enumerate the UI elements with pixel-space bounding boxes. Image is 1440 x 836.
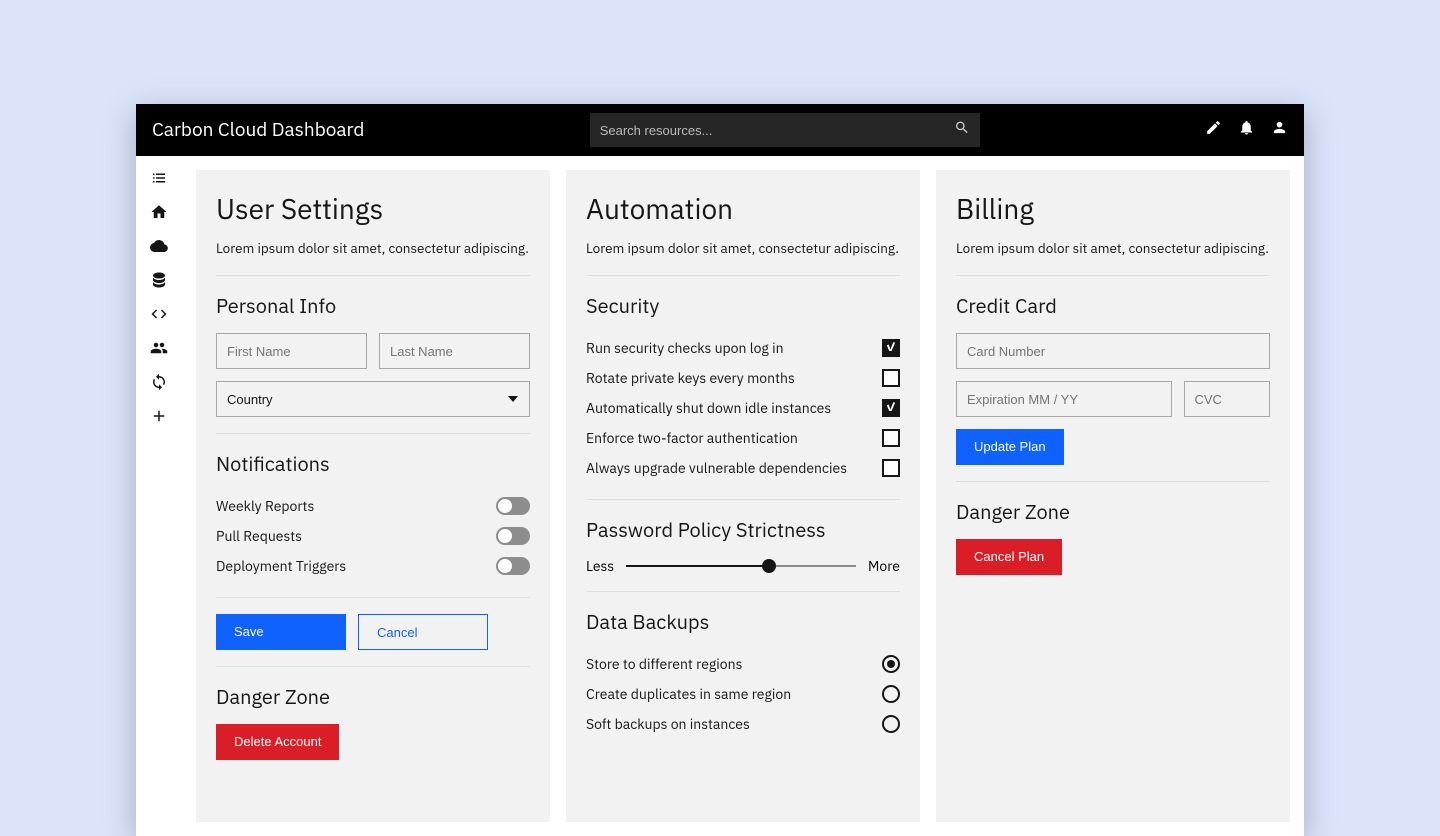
weekly-reports-toggle[interactable] xyxy=(496,497,530,515)
notifications-heading: Notifications xyxy=(216,450,530,477)
card-number-input[interactable] xyxy=(956,333,1270,369)
deployment-triggers-toggle[interactable] xyxy=(496,557,530,575)
sidebar-item-code[interactable] xyxy=(149,304,169,324)
security-row: Run security checks upon log in xyxy=(586,333,900,363)
security-label: Always upgrade vulnerable dependencies xyxy=(586,459,847,477)
backup-row: Store to different regions xyxy=(586,649,900,679)
security-row: Automatically shut down idle instances xyxy=(586,393,900,423)
user-icon[interactable] xyxy=(1271,119,1288,141)
search-input[interactable] xyxy=(590,113,980,147)
security-label: Enforce two-factor authentication xyxy=(586,429,798,447)
slider-min-label: Less xyxy=(586,557,614,575)
topbar-actions xyxy=(1205,119,1288,141)
sidebar-item-home[interactable] xyxy=(149,202,169,222)
search-icon[interactable] xyxy=(954,120,970,141)
pull-requests-toggle[interactable] xyxy=(496,527,530,545)
expiration-input[interactable] xyxy=(956,381,1172,417)
backup-radio-1[interactable] xyxy=(882,685,900,703)
sidebar-item-database[interactable] xyxy=(149,270,169,290)
divider xyxy=(586,591,900,592)
backup-label: Soft backups on instances xyxy=(586,715,750,733)
user-settings-subtitle: Lorem ipsum dolor sit amet, consectetur … xyxy=(216,239,530,257)
notification-row: Deployment Triggers xyxy=(216,551,530,581)
notification-label: Deployment Triggers xyxy=(216,557,346,575)
security-checkbox-2[interactable] xyxy=(882,399,900,417)
security-checkbox-0[interactable] xyxy=(882,339,900,357)
notification-row: Pull Requests xyxy=(216,521,530,551)
cancel-plan-button[interactable]: Cancel Plan xyxy=(956,539,1062,575)
security-checkbox-1[interactable] xyxy=(882,369,900,387)
notification-label: Pull Requests xyxy=(216,527,302,545)
sidebar xyxy=(136,156,182,836)
divider xyxy=(586,499,900,500)
danger-zone-heading: Danger Zone xyxy=(216,683,530,710)
notification-row: Weekly Reports xyxy=(216,491,530,521)
security-row: Rotate private keys every months xyxy=(586,363,900,393)
user-settings-title: User Settings xyxy=(216,190,530,227)
security-label: Rotate private keys every months xyxy=(586,369,795,387)
security-label: Automatically shut down idle instances xyxy=(586,399,831,417)
country-select[interactable]: Country xyxy=(216,381,530,417)
cvc-input[interactable] xyxy=(1184,381,1271,417)
last-name-input[interactable] xyxy=(379,333,530,369)
security-row: Always upgrade vulnerable dependencies xyxy=(586,453,900,483)
notification-label: Weekly Reports xyxy=(216,497,314,515)
app-window: Carbon Cloud Dashboard User xyxy=(136,104,1304,836)
divider xyxy=(216,433,530,434)
update-plan-button[interactable]: Update Plan xyxy=(956,429,1064,465)
topbar: Carbon Cloud Dashboard xyxy=(136,104,1304,156)
security-heading: Security xyxy=(586,292,900,319)
divider xyxy=(216,275,530,276)
password-slider-row: Less More xyxy=(586,557,900,575)
cancel-button[interactable]: Cancel xyxy=(358,614,488,650)
bell-icon[interactable] xyxy=(1238,119,1255,141)
user-settings-card: User Settings Lorem ipsum dolor sit amet… xyxy=(196,170,550,822)
credit-card-heading: Credit Card xyxy=(956,292,1270,319)
save-button[interactable]: Save xyxy=(216,614,346,650)
billing-danger-heading: Danger Zone xyxy=(956,498,1270,525)
sidebar-item-plus[interactable] xyxy=(149,406,169,426)
slider-max-label: More xyxy=(868,557,900,575)
security-row: Enforce two-factor authentication xyxy=(586,423,900,453)
password-policy-heading: Password Policy Strictness xyxy=(586,516,900,543)
backup-label: Create duplicates in same region xyxy=(586,685,791,703)
backups-heading: Data Backups xyxy=(586,608,900,635)
backup-row: Create duplicates in same region xyxy=(586,679,900,709)
first-name-input[interactable] xyxy=(216,333,367,369)
divider xyxy=(216,597,530,598)
divider xyxy=(956,275,1270,276)
backup-radio-2[interactable] xyxy=(882,715,900,733)
backup-row: Soft backups on instances xyxy=(586,709,900,739)
sidebar-item-users[interactable] xyxy=(149,338,169,358)
automation-card: Automation Lorem ipsum dolor sit amet, c… xyxy=(566,170,920,822)
backup-radio-0[interactable] xyxy=(882,655,900,673)
automation-subtitle: Lorem ipsum dolor sit amet, consectetur … xyxy=(586,239,900,257)
backup-label: Store to different regions xyxy=(586,655,742,673)
password-slider[interactable] xyxy=(626,564,856,568)
main-content: User Settings Lorem ipsum dolor sit amet… xyxy=(182,156,1304,836)
billing-title: Billing xyxy=(956,190,1270,227)
delete-account-button[interactable]: Delete Account xyxy=(216,724,339,760)
billing-card: Billing Lorem ipsum dolor sit amet, cons… xyxy=(936,170,1290,822)
personal-info-heading: Personal Info xyxy=(216,292,530,319)
sidebar-item-sync[interactable] xyxy=(149,372,169,392)
billing-subtitle: Lorem ipsum dolor sit amet, consectetur … xyxy=(956,239,1270,257)
sidebar-item-cloud[interactable] xyxy=(149,236,169,256)
security-checkbox-3[interactable] xyxy=(882,429,900,447)
brand-title: Carbon Cloud Dashboard xyxy=(152,118,364,142)
body: User Settings Lorem ipsum dolor sit amet… xyxy=(136,156,1304,836)
security-checkbox-4[interactable] xyxy=(882,459,900,477)
security-label: Run security checks upon log in xyxy=(586,339,784,357)
divider xyxy=(216,666,530,667)
divider xyxy=(956,481,1270,482)
pencil-icon[interactable] xyxy=(1205,119,1222,141)
sidebar-item-list[interactable] xyxy=(149,168,169,188)
divider xyxy=(586,275,900,276)
automation-title: Automation xyxy=(586,190,900,227)
search-wrapper xyxy=(590,113,980,147)
